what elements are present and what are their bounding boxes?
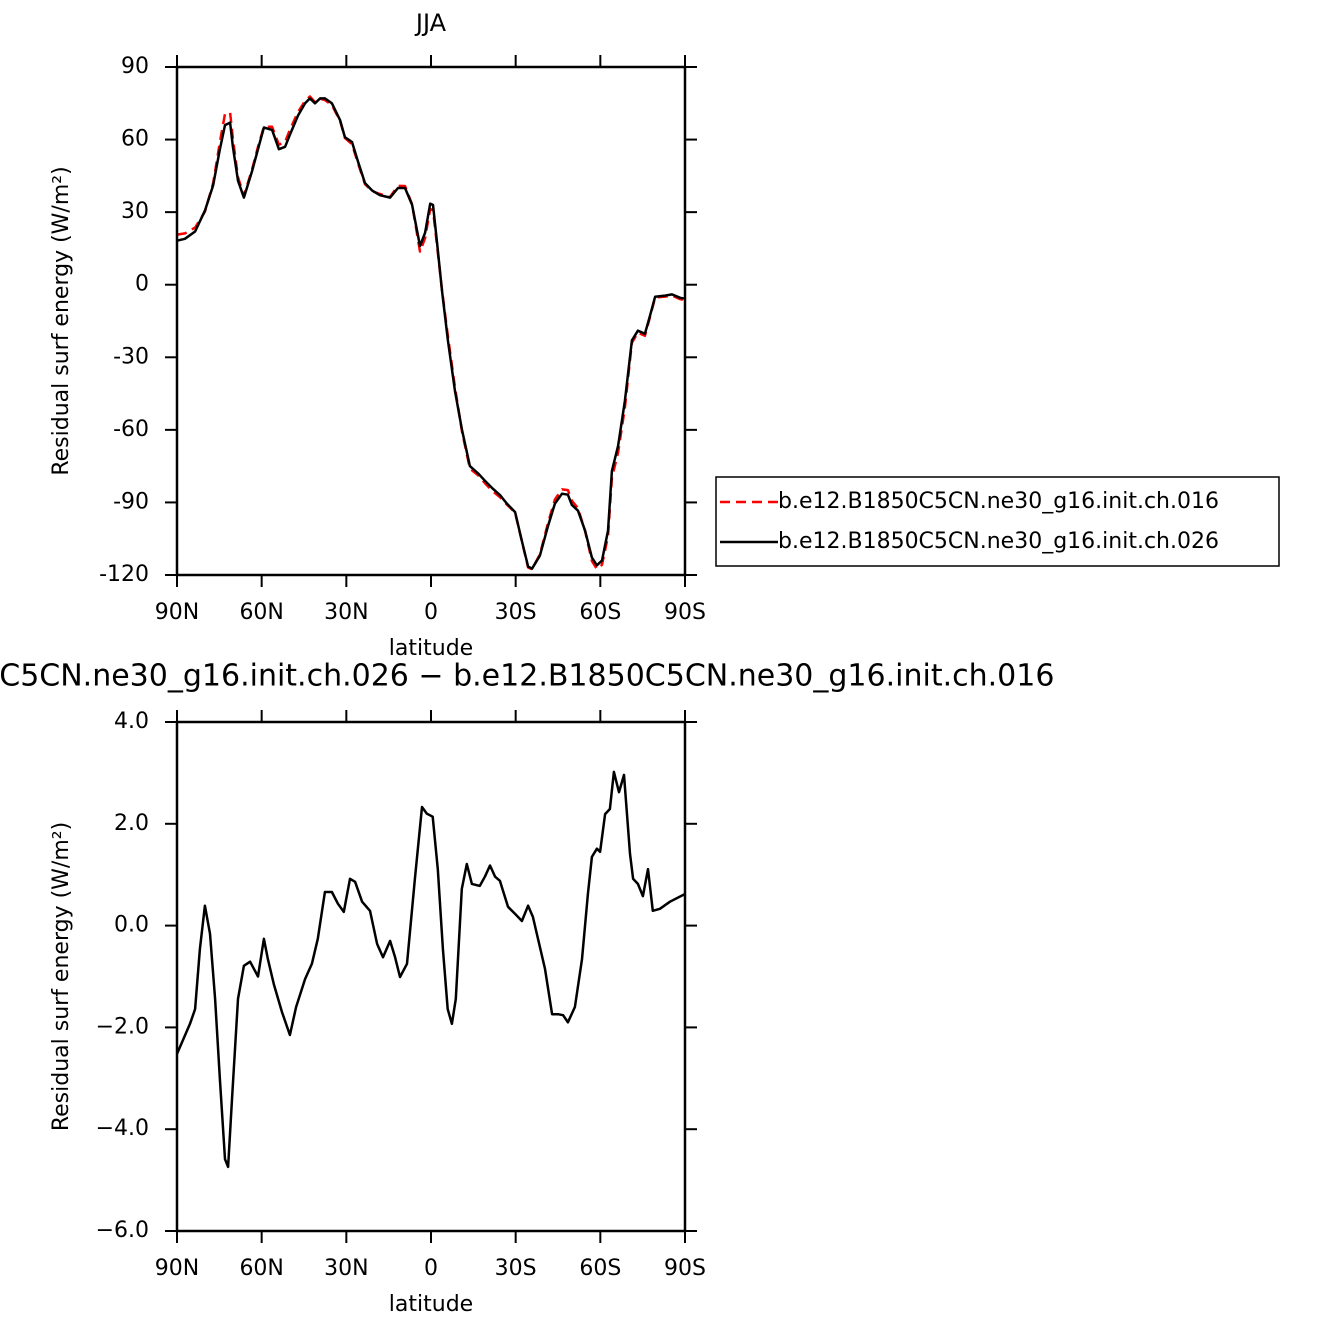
x-tick-label: 0 <box>424 1256 438 1281</box>
y-axis-label: Residual surf energy (W/m²) <box>49 822 74 1131</box>
y-tick-label: 60 <box>121 127 149 152</box>
plot-frame <box>175 65 687 577</box>
legend-label: b.e12.B1850C5CN.ne30_g16.init.ch.026 <box>778 529 1219 554</box>
x-tick-label: 60S <box>579 600 621 625</box>
x-tick-label: 60N <box>239 1256 283 1281</box>
legend-box <box>715 476 1280 567</box>
y-axis-label: Residual surf energy (W/m²) <box>49 166 74 475</box>
y-tick-label: 0 <box>135 272 149 297</box>
x-tick-label: 30N <box>324 1256 368 1281</box>
x-tick-label: 30S <box>495 600 537 625</box>
x-tick-label: 90S <box>664 600 706 625</box>
x-tick-label: 60S <box>579 1256 621 1281</box>
y-tick-label: -60 <box>113 417 149 442</box>
chart-title: b.e12.B1850C5CN.ne30_g16.init.ch.026 − b… <box>0 659 1054 694</box>
chart-title: JJA <box>414 9 447 37</box>
x-tick-label: 30N <box>324 600 368 625</box>
x-tick-label: 90N <box>155 600 199 625</box>
x-axis-label: latitude <box>389 636 473 661</box>
y-tick-label: 0.0 <box>114 913 149 938</box>
data-line <box>175 770 686 1169</box>
x-tick-label: 30S <box>495 1256 537 1281</box>
y-tick-label: 4.0 <box>114 709 149 734</box>
x-tick-label: 0 <box>424 600 438 625</box>
y-tick-label: -30 <box>113 344 149 369</box>
y-tick-label: −6.0 <box>96 1218 149 1243</box>
y-tick-label: −2.0 <box>96 1014 149 1039</box>
y-tick-label: -120 <box>99 562 149 587</box>
legend-label: b.e12.B1850C5CN.ne30_g16.init.ch.016 <box>778 489 1219 514</box>
x-axis-label: latitude <box>389 1292 473 1317</box>
y-tick-label: 30 <box>121 199 149 224</box>
data-line <box>176 97 686 570</box>
y-tick-label: 90 <box>121 54 149 79</box>
plot-frame <box>175 720 687 1233</box>
x-tick-label: 90S <box>664 1256 706 1281</box>
y-tick-label: −4.0 <box>96 1116 149 1141</box>
y-tick-label: 2.0 <box>114 811 149 836</box>
y-tick-label: -90 <box>113 489 149 514</box>
x-tick-label: 60N <box>239 600 283 625</box>
x-tick-label: 90N <box>155 1256 199 1281</box>
